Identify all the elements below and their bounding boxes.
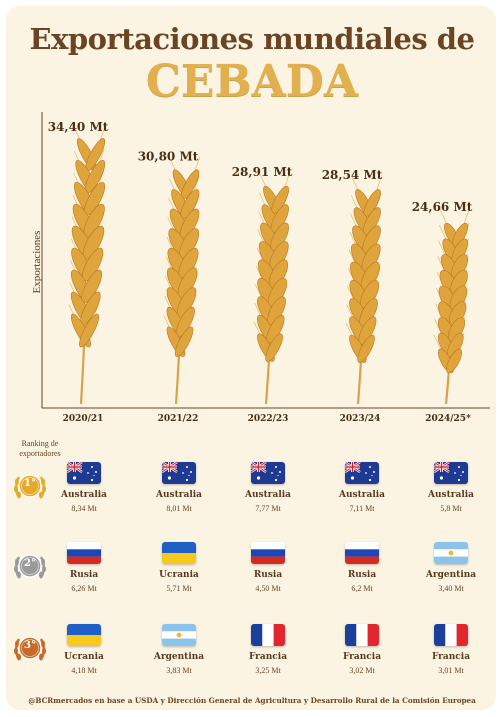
ranking-cell: Rusia 4,50 Mt <box>228 542 308 593</box>
value-label: 24,66 Mt <box>412 200 473 214</box>
export-value: 3,83 Mt <box>166 666 192 675</box>
export-value: 3,25 Mt <box>255 666 281 675</box>
x-tick-label: 2022/23 <box>248 414 289 424</box>
ranking-cell: Rusia 6,26 Mt <box>44 542 124 593</box>
country-name: Australia <box>428 490 474 500</box>
wheat-ear-bar <box>253 172 291 405</box>
wheat-grain <box>357 334 375 363</box>
australia-flag-icon <box>345 462 379 484</box>
ranking-cell: Ucrania 4,18 Mt <box>44 624 124 675</box>
australia-flag-icon <box>162 462 196 484</box>
country-name: Rusia <box>347 570 377 580</box>
australia-flag-icon <box>67 462 101 484</box>
silver-medal-icon: 2° <box>12 548 48 588</box>
russia-flag-icon <box>67 542 101 564</box>
export-value: 5,71 Mt <box>166 584 192 593</box>
country-name: Australia <box>245 490 291 500</box>
wheat-grain <box>79 313 100 348</box>
value-label: 28,91 Mt <box>232 165 293 179</box>
export-value: 8,34 Mt <box>71 504 97 513</box>
title-line-2: CEBADA <box>145 56 359 107</box>
export-value: 7,77 Mt <box>255 504 281 513</box>
export-value: 6,26 Mt <box>71 584 97 593</box>
value-label: 34,40 Mt <box>48 120 109 134</box>
wheat-grain <box>265 333 283 362</box>
ranking-cell: Francia 3,01 Mt <box>411 624 491 675</box>
country-name: Australia <box>339 490 385 500</box>
export-value: 5,8 Mt <box>440 504 462 513</box>
ukraine-flag-icon <box>67 624 101 646</box>
source-footer: @BCRmercados en base a USDA y Dirección … <box>28 696 476 705</box>
title-line-1: Exportaciones mundiales de <box>29 22 475 56</box>
country-name: Rusia <box>69 570 99 580</box>
export-value: 3,01 Mt <box>438 666 464 675</box>
ranking-cell: Australia 8,01 Mt <box>139 462 219 513</box>
ranking-cell: Australia 7,11 Mt <box>322 462 402 513</box>
france-flag-icon <box>434 624 468 646</box>
x-tick-label: 2023/24 <box>340 414 381 424</box>
country-name: Francia <box>431 652 471 662</box>
country-name: Argentina <box>425 570 477 580</box>
y-axis-label: Exportaciones <box>31 230 43 294</box>
infographic-card <box>6 6 496 710</box>
export-value: 7,11 Mt <box>349 504 375 513</box>
wheat-ear-bar <box>433 207 471 405</box>
medal-rank-label: 3° <box>24 640 36 651</box>
ranking-cell: Francia 3,02 Mt <box>322 624 402 675</box>
ranking-cell: Argentina 3,83 Mt <box>139 624 219 675</box>
russia-flag-icon <box>251 542 285 564</box>
export-value: 6,2 Mt <box>351 584 373 593</box>
country-name: Ucrania <box>159 570 199 580</box>
country-name: Australia <box>156 490 202 500</box>
country-name: Argentina <box>153 652 205 662</box>
wheat-grain <box>446 348 462 374</box>
australia-flag-icon <box>434 462 468 484</box>
country-name: Francia <box>248 652 288 662</box>
value-label: 30,80 Mt <box>138 150 199 164</box>
ranking-cell: Australia 8,34 Mt <box>44 462 124 513</box>
bronze-medal-icon: 3° <box>12 630 48 670</box>
x-tick-label: 2021/22 <box>158 414 199 424</box>
export-value: 8,01 Mt <box>166 504 192 513</box>
ukraine-flag-icon <box>162 542 196 564</box>
ranking-cell: Rusia 6,2 Mt <box>322 542 402 593</box>
gold-medal-icon: 1° <box>12 468 48 508</box>
export-value: 3,02 Mt <box>349 666 375 675</box>
wheat-ear-bar <box>163 156 201 405</box>
medal-rank-label: 2° <box>24 558 36 569</box>
ranking-cell: Australia 5,8 Mt <box>411 462 491 513</box>
russia-flag-icon <box>345 542 379 564</box>
argentina-flag-icon <box>162 624 196 646</box>
value-label: 28,54 Mt <box>322 168 383 182</box>
x-tick-label: 2020/21 <box>63 414 104 424</box>
export-value: 4,50 Mt <box>255 584 281 593</box>
wheat-bar-chart: 34,40 Mt 2020/21 30,80 Mt 2021/22 28,91 Mt 20… <box>41 112 490 424</box>
x-tick-label: 2024/25* <box>425 414 471 424</box>
medal-rank-label: 1° <box>24 478 36 489</box>
export-value: 3,40 Mt <box>438 584 464 593</box>
argentina-flag-icon <box>434 542 468 564</box>
france-flag-icon <box>345 624 379 646</box>
ranking-cell: Australia 7,77 Mt <box>228 462 308 513</box>
france-flag-icon <box>251 624 285 646</box>
ranking-cell: Francia 3,25 Mt <box>228 624 308 675</box>
country-name: Ucrania <box>64 652 104 662</box>
wheat-ear-bar <box>68 126 106 405</box>
ranking-cell: Argentina 3,40 Mt <box>411 542 491 593</box>
country-name: Rusia <box>253 570 283 580</box>
export-value: 4,18 Mt <box>71 666 97 675</box>
ranking-cell: Ucrania 5,71 Mt <box>139 542 219 593</box>
wheat-grain <box>174 326 194 357</box>
country-name: Francia <box>342 652 382 662</box>
country-name: Australia <box>61 490 107 500</box>
australia-flag-icon <box>251 462 285 484</box>
ranking-title: Ranking de exportadores <box>19 439 61 458</box>
wheat-ear-bar <box>345 175 383 405</box>
